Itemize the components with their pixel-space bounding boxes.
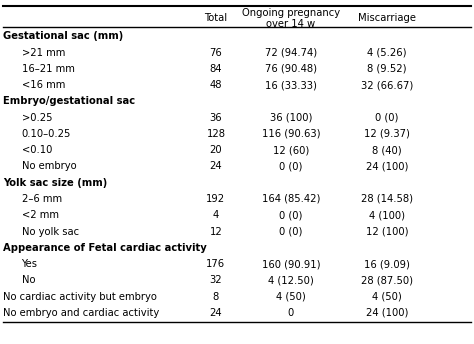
- Text: 24: 24: [210, 161, 222, 171]
- Text: 12 (9.37): 12 (9.37): [364, 129, 410, 139]
- Text: 36: 36: [210, 112, 222, 122]
- Text: 8: 8: [213, 292, 219, 302]
- Text: Miscarriage: Miscarriage: [358, 13, 416, 23]
- Text: Ongoing pregnancy
over 14 w: Ongoing pregnancy over 14 w: [242, 8, 340, 29]
- Text: 48: 48: [210, 80, 222, 90]
- Text: 128: 128: [206, 129, 226, 139]
- Text: 0.10–0.25: 0.10–0.25: [21, 129, 71, 139]
- Text: Embryo/gestational sac: Embryo/gestational sac: [3, 96, 135, 106]
- Text: 28 (87.50): 28 (87.50): [361, 275, 413, 285]
- Text: 4 (50): 4 (50): [372, 292, 402, 302]
- Text: 76 (90.48): 76 (90.48): [265, 64, 317, 74]
- Text: 116 (90.63): 116 (90.63): [262, 129, 320, 139]
- Text: 0 (0): 0 (0): [279, 226, 302, 237]
- Text: 24 (100): 24 (100): [366, 308, 408, 318]
- Text: No embryo and cardiac activity: No embryo and cardiac activity: [3, 308, 159, 318]
- Text: 32 (66.67): 32 (66.67): [361, 80, 413, 90]
- Text: 24: 24: [210, 308, 222, 318]
- Text: 76: 76: [210, 47, 222, 57]
- Text: 84: 84: [210, 64, 222, 74]
- Text: 4 (12.50): 4 (12.50): [268, 275, 314, 285]
- Text: 0 (0): 0 (0): [279, 210, 302, 220]
- Text: 4: 4: [213, 210, 219, 220]
- Text: 2–6 mm: 2–6 mm: [21, 194, 62, 204]
- Text: No cardiac activity but embryo: No cardiac activity but embryo: [3, 292, 156, 302]
- Text: Gestational sac (mm): Gestational sac (mm): [3, 31, 123, 41]
- Text: 8 (40): 8 (40): [372, 145, 401, 155]
- Text: 16 (33.33): 16 (33.33): [265, 80, 317, 90]
- Text: 192: 192: [206, 194, 226, 204]
- Text: 12 (100): 12 (100): [365, 226, 408, 237]
- Text: 0: 0: [288, 308, 294, 318]
- Text: No: No: [21, 275, 35, 285]
- Text: 176: 176: [206, 259, 226, 269]
- Text: 8 (9.52): 8 (9.52): [367, 64, 407, 74]
- Text: <0.10: <0.10: [21, 145, 52, 155]
- Text: 16 (9.09): 16 (9.09): [364, 259, 410, 269]
- Text: 160 (90.91): 160 (90.91): [262, 259, 320, 269]
- Text: >21 mm: >21 mm: [21, 47, 65, 57]
- Text: <16 mm: <16 mm: [21, 80, 65, 90]
- Text: 0 (0): 0 (0): [375, 112, 399, 122]
- Text: Yolk sac size (mm): Yolk sac size (mm): [3, 178, 107, 188]
- Text: Appearance of Fetal cardiac activity: Appearance of Fetal cardiac activity: [3, 243, 207, 253]
- Text: 12 (60): 12 (60): [273, 145, 309, 155]
- Text: Yes: Yes: [21, 259, 37, 269]
- Text: No yolk sac: No yolk sac: [21, 226, 79, 237]
- Text: 164 (85.42): 164 (85.42): [262, 194, 320, 204]
- Text: 20: 20: [210, 145, 222, 155]
- Text: 4 (100): 4 (100): [369, 210, 405, 220]
- Text: 4 (5.26): 4 (5.26): [367, 47, 407, 57]
- Text: 32: 32: [210, 275, 222, 285]
- Text: 16–21 mm: 16–21 mm: [21, 64, 74, 74]
- Text: 72 (94.74): 72 (94.74): [265, 47, 317, 57]
- Text: 24 (100): 24 (100): [366, 161, 408, 171]
- Text: 12: 12: [210, 226, 222, 237]
- Text: No embryo: No embryo: [21, 161, 76, 171]
- Text: 36 (100): 36 (100): [270, 112, 312, 122]
- Text: 0 (0): 0 (0): [279, 161, 302, 171]
- Text: >0.25: >0.25: [21, 112, 52, 122]
- Text: 4 (50): 4 (50): [276, 292, 306, 302]
- Text: <2 mm: <2 mm: [21, 210, 58, 220]
- Text: Total: Total: [204, 13, 228, 23]
- Text: 28 (14.58): 28 (14.58): [361, 194, 413, 204]
